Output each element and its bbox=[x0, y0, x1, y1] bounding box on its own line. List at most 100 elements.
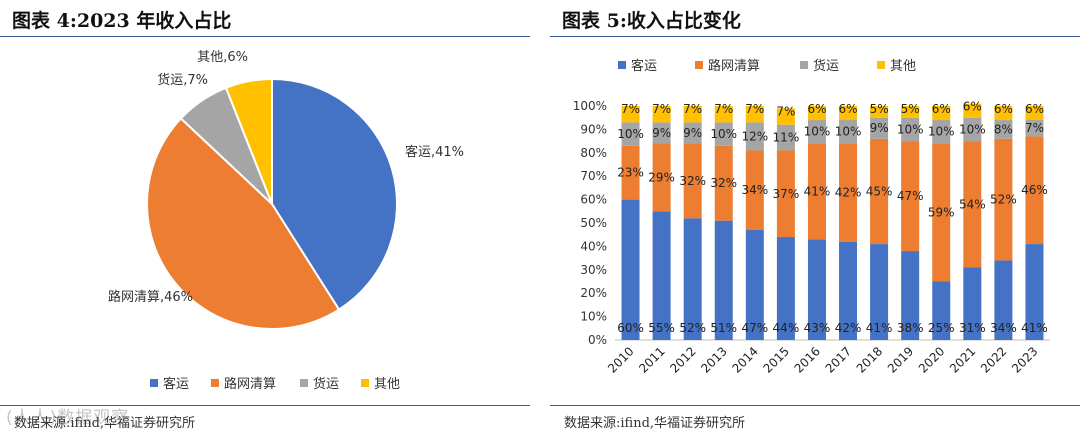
data-label-2012-2: 9% bbox=[683, 126, 702, 140]
y-tick-label: 100% bbox=[573, 99, 607, 113]
pie-slice-1 bbox=[146, 117, 341, 330]
data-label-2018-2: 9% bbox=[870, 121, 889, 135]
bar-2021-3 bbox=[963, 103, 982, 118]
data-label-2015-3: 7% bbox=[776, 104, 795, 118]
data-label-2015-0: 44% bbox=[773, 321, 800, 335]
data-label-2010-0: 60% bbox=[617, 321, 644, 335]
bar-legend-swatch-1 bbox=[695, 61, 703, 69]
bar-2010-1 bbox=[621, 145, 640, 200]
x-tick-label: 2021 bbox=[947, 344, 978, 375]
data-label-2019-3: 5% bbox=[901, 102, 920, 116]
bar-source: 数据来源:ifind,华福证券研究所 bbox=[564, 416, 746, 431]
bar-2018-1 bbox=[870, 138, 889, 245]
bar-2014-3 bbox=[745, 106, 764, 123]
data-label-2017-1: 42% bbox=[835, 186, 862, 200]
bar-2011-1 bbox=[652, 143, 671, 212]
pie-legend-swatch-1 bbox=[211, 379, 219, 387]
bar-2022-0 bbox=[994, 260, 1013, 340]
data-label-2018-0: 41% bbox=[866, 321, 893, 335]
data-label-2021-2: 10% bbox=[959, 122, 986, 136]
x-tick-label: 2010 bbox=[605, 344, 636, 375]
bar-2019-3 bbox=[901, 106, 920, 118]
data-label-2010-1: 23% bbox=[617, 166, 644, 180]
y-tick-label: 20% bbox=[580, 286, 607, 300]
bar-legend-label-2: 货运 bbox=[813, 58, 839, 74]
pie-panel: 图表 4:2023 年收入占比 客运,41% 路网清算,46% 货运,7% 其他,6%… bbox=[0, 0, 530, 438]
stacked-bar-chart: 客运 路网清算 货运 其他 0% 10% 20% 30% 40% 50% 60% 70% 80% 90% 1… bbox=[573, 58, 1050, 376]
data-label-2014-1: 34% bbox=[741, 183, 768, 197]
data-label-2015-2: 11% bbox=[773, 131, 800, 145]
bar-2017-1 bbox=[839, 143, 858, 242]
x-tick-label: 2012 bbox=[667, 344, 698, 375]
bar-2022-3 bbox=[994, 106, 1013, 121]
bar-2016-2 bbox=[807, 120, 826, 144]
bar-2011-0 bbox=[652, 211, 671, 340]
bar-source-rule bbox=[550, 405, 1080, 406]
data-label-2016-3: 6% bbox=[807, 102, 826, 116]
data-label-2023-1: 46% bbox=[1021, 183, 1048, 197]
data-label-2012-3: 7% bbox=[683, 102, 702, 116]
data-label-2022-3: 6% bbox=[994, 102, 1013, 116]
data-label-2020-1: 59% bbox=[928, 205, 955, 219]
data-label-2017-2: 10% bbox=[835, 125, 862, 139]
data-label-2013-0: 51% bbox=[710, 321, 737, 335]
pie-label-0: 客运,41% bbox=[405, 144, 464, 160]
data-label-2011-2: 9% bbox=[652, 126, 671, 140]
bar-2017-2 bbox=[839, 120, 858, 144]
bar-2013-0 bbox=[714, 220, 733, 340]
data-label-2021-3: 6% bbox=[963, 100, 982, 114]
bar-2015-0 bbox=[776, 237, 795, 340]
data-label-2014-3: 7% bbox=[745, 102, 764, 116]
bar-2012-1 bbox=[683, 143, 702, 219]
bar-2013-2 bbox=[714, 122, 733, 146]
bar-2014-0 bbox=[745, 230, 764, 340]
x-tick-label: 2013 bbox=[698, 344, 729, 375]
bar-2017-3 bbox=[839, 106, 858, 121]
bar-2021-1 bbox=[963, 141, 982, 268]
y-tick-label: 60% bbox=[580, 193, 607, 207]
data-label-2013-1: 32% bbox=[710, 176, 737, 190]
bar-2023-3 bbox=[1025, 106, 1044, 121]
data-label-2017-3: 6% bbox=[839, 102, 858, 116]
pie-source: 数据来源:ifind,华福证券研究所 bbox=[14, 416, 196, 431]
data-label-2020-0: 25% bbox=[928, 321, 955, 335]
x-tick-label: 2018 bbox=[854, 344, 885, 375]
bar-2018-2 bbox=[870, 117, 889, 139]
bar-legend-label-3: 其他 bbox=[890, 59, 916, 74]
bar-2014-2 bbox=[745, 122, 764, 151]
bar-2017-0 bbox=[839, 241, 858, 340]
pie-title: 图表 4:2023 年收入占比 bbox=[12, 10, 232, 32]
bar-legend-swatch-2 bbox=[800, 61, 808, 69]
pie-chart: 客运,41% 路网清算,46% 货运,7% 其他,6% 客运 路网清算 货运 其他 bbox=[108, 50, 464, 392]
bar-2010-0 bbox=[621, 199, 640, 340]
y-tick-label: 40% bbox=[580, 239, 607, 253]
bar-panel: 图表 5:收入占比变化 客运 路网清算 货运 其他 0% 10% 20% 30% 40% 50% 6… bbox=[550, 0, 1080, 438]
pie-legend-label-2: 货运 bbox=[313, 376, 339, 392]
pie-title-rule bbox=[0, 36, 530, 37]
x-tick-label: 2019 bbox=[885, 344, 916, 375]
pie-legend-swatch-2 bbox=[300, 379, 308, 387]
data-label-2012-1: 32% bbox=[679, 174, 706, 188]
watermark: (人人)数据观察 bbox=[6, 408, 130, 428]
data-label-2019-0: 38% bbox=[897, 321, 924, 335]
y-tick-label: 80% bbox=[580, 146, 607, 160]
bar-2016-3 bbox=[807, 106, 826, 121]
bar-2021-2 bbox=[963, 117, 982, 142]
data-label-2019-2: 10% bbox=[897, 122, 924, 136]
data-label-2010-2: 10% bbox=[617, 127, 644, 141]
y-tick-label: 10% bbox=[580, 310, 607, 324]
bar-2014-1 bbox=[745, 150, 764, 231]
pie-source-rule bbox=[0, 405, 530, 406]
data-label-2021-1: 54% bbox=[959, 197, 986, 211]
bar-2010-2 bbox=[621, 122, 640, 146]
x-tick-label: 2016 bbox=[792, 344, 823, 375]
bar-legend-swatch-0 bbox=[618, 61, 626, 69]
y-tick-label: 70% bbox=[580, 169, 607, 183]
data-label-2013-3: 7% bbox=[714, 102, 733, 116]
bar-2015-1 bbox=[776, 150, 795, 238]
data-label-2017-0: 42% bbox=[835, 321, 862, 335]
bar-legend-label-1: 路网清算 bbox=[708, 58, 760, 74]
bar-2022-1 bbox=[994, 138, 1013, 261]
bar-2020-0 bbox=[932, 281, 951, 340]
data-label-2010-3: 7% bbox=[621, 102, 640, 116]
